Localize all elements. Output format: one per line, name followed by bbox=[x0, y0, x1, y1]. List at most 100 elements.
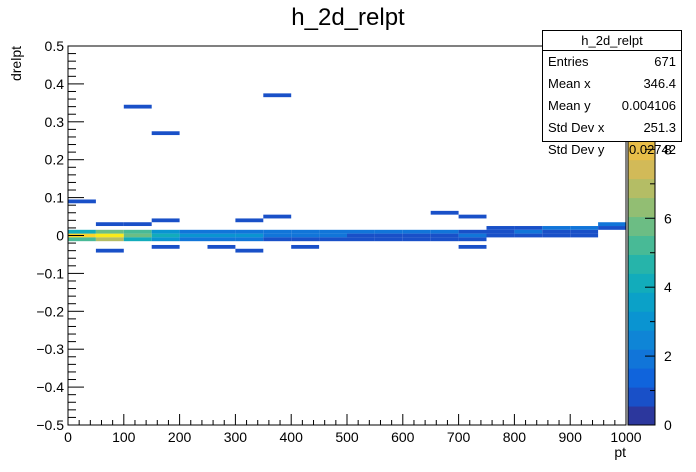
heatmap-cell bbox=[124, 222, 152, 226]
heatmap-cell bbox=[347, 237, 375, 241]
x-tick-label: 0 bbox=[64, 429, 72, 445]
stats-label: Std Dev x bbox=[548, 117, 604, 139]
heatmap-cell bbox=[68, 237, 96, 241]
stats-row-mean-y: Mean y 0.004106 bbox=[543, 95, 681, 117]
stats-value: 251.3 bbox=[643, 117, 676, 139]
heatmap-cell bbox=[96, 237, 124, 241]
heatmap-cell bbox=[319, 230, 347, 234]
heatmap-cell bbox=[152, 218, 180, 222]
heatmap-cell bbox=[208, 234, 236, 238]
y-tick-label: 0.2 bbox=[45, 152, 65, 168]
heatmap-cell bbox=[235, 249, 263, 253]
heatmap-cell bbox=[514, 230, 542, 234]
heatmap-cell bbox=[124, 237, 152, 241]
x-tick-label: 1000 bbox=[610, 429, 641, 445]
x-tick-label: 700 bbox=[447, 429, 471, 445]
palette-band bbox=[628, 368, 655, 387]
heatmap-cell bbox=[459, 245, 487, 249]
heatmap-cell bbox=[208, 237, 236, 241]
y-tick-label: −0.1 bbox=[36, 265, 64, 281]
stats-label: Mean y bbox=[548, 95, 591, 117]
y-axis-label: drelpt bbox=[8, 46, 24, 81]
heatmap-cell bbox=[542, 226, 570, 230]
heatmap-cell bbox=[180, 230, 208, 234]
heatmap-cell bbox=[514, 234, 542, 238]
x-tick-label: 500 bbox=[335, 429, 359, 445]
z-tick-label: 4 bbox=[664, 279, 672, 295]
stats-row-entries: Entries 671 bbox=[543, 51, 681, 73]
heatmap-cell bbox=[431, 230, 459, 234]
palette-band bbox=[628, 387, 655, 406]
stats-row-mean-x: Mean x 346.4 bbox=[543, 73, 681, 95]
heatmap-cell bbox=[291, 237, 319, 241]
palette-band bbox=[628, 311, 655, 330]
heatmap-cell bbox=[319, 237, 347, 241]
palette-band bbox=[628, 217, 655, 236]
heatmap-cell bbox=[96, 222, 124, 226]
heatmap-cell bbox=[124, 105, 152, 109]
y-tick-label: −0.2 bbox=[36, 303, 64, 319]
heatmap-cell bbox=[263, 230, 291, 234]
heatmap-cell bbox=[291, 234, 319, 238]
palette-band bbox=[628, 292, 655, 311]
heatmap-cell bbox=[96, 234, 124, 238]
z-tick-label: 0 bbox=[664, 417, 672, 433]
heatmap-cell bbox=[263, 234, 291, 238]
heatmap-cell bbox=[375, 230, 403, 234]
heatmap-cell bbox=[235, 237, 263, 241]
heatmap-cell bbox=[152, 131, 180, 135]
heatmap-cell bbox=[431, 234, 459, 238]
heatmap-cell bbox=[542, 234, 570, 238]
stats-value: 0.004106 bbox=[622, 95, 676, 117]
heatmap-cell bbox=[263, 237, 291, 241]
y-tick-label: 0 bbox=[56, 228, 64, 244]
heatmap-cell bbox=[570, 226, 598, 230]
heatmap-cell bbox=[542, 230, 570, 234]
heatmap-cell bbox=[514, 226, 542, 230]
y-tick-label: 0.4 bbox=[45, 76, 65, 92]
heatmap-cell bbox=[180, 234, 208, 238]
y-tick-label: 0.1 bbox=[45, 190, 65, 206]
x-tick-label: 800 bbox=[503, 429, 527, 445]
stats-title: h_2d_relpt bbox=[543, 31, 681, 51]
x-tick-label: 300 bbox=[224, 429, 248, 445]
heatmap-cell bbox=[263, 215, 291, 219]
stats-box: h_2d_relpt Entries 671 Mean x 346.4 Mean y… bbox=[542, 30, 682, 142]
z-tick-label: 6 bbox=[664, 210, 672, 226]
heatmap-cell bbox=[68, 199, 96, 203]
stats-label: Mean x bbox=[548, 73, 591, 95]
heatmap-cell bbox=[152, 234, 180, 238]
heatmap-cell bbox=[96, 249, 124, 253]
heatmap-cell bbox=[208, 230, 236, 234]
heatmap-cell bbox=[291, 245, 319, 249]
heatmap-cell bbox=[152, 230, 180, 234]
heatmap-cell bbox=[487, 226, 515, 230]
x-tick-label: 600 bbox=[391, 429, 415, 445]
heatmap-cell bbox=[347, 230, 375, 234]
heatmap-cell bbox=[263, 93, 291, 97]
y-tick-label: 0.5 bbox=[45, 38, 65, 54]
heatmap-cell bbox=[459, 215, 487, 219]
x-tick-label: 100 bbox=[112, 429, 136, 445]
heatmap-cell bbox=[68, 230, 96, 234]
heatmap-cell bbox=[598, 222, 626, 226]
x-tick-label: 400 bbox=[280, 429, 304, 445]
heatmap-cell bbox=[180, 237, 208, 241]
heatmap-cell bbox=[375, 234, 403, 238]
heatmap-cell bbox=[291, 230, 319, 234]
palette-band bbox=[628, 198, 655, 217]
heatmap-cell bbox=[152, 237, 180, 241]
heatmap-cell bbox=[570, 234, 598, 238]
heatmap-cell bbox=[431, 237, 459, 241]
stats-row-std-y: Std Dev y 0.02742 bbox=[543, 139, 681, 161]
heatmap-cell bbox=[403, 230, 431, 234]
heatmap-cell bbox=[570, 230, 598, 234]
heatmap-cell bbox=[459, 230, 487, 234]
heatmap-cell bbox=[235, 234, 263, 238]
stats-label: Entries bbox=[548, 51, 588, 73]
heatmap-cell bbox=[598, 226, 626, 230]
palette-band bbox=[628, 349, 655, 368]
heatmap-cell bbox=[319, 234, 347, 238]
heatmap-cell bbox=[459, 237, 487, 241]
palette-band bbox=[628, 330, 655, 349]
